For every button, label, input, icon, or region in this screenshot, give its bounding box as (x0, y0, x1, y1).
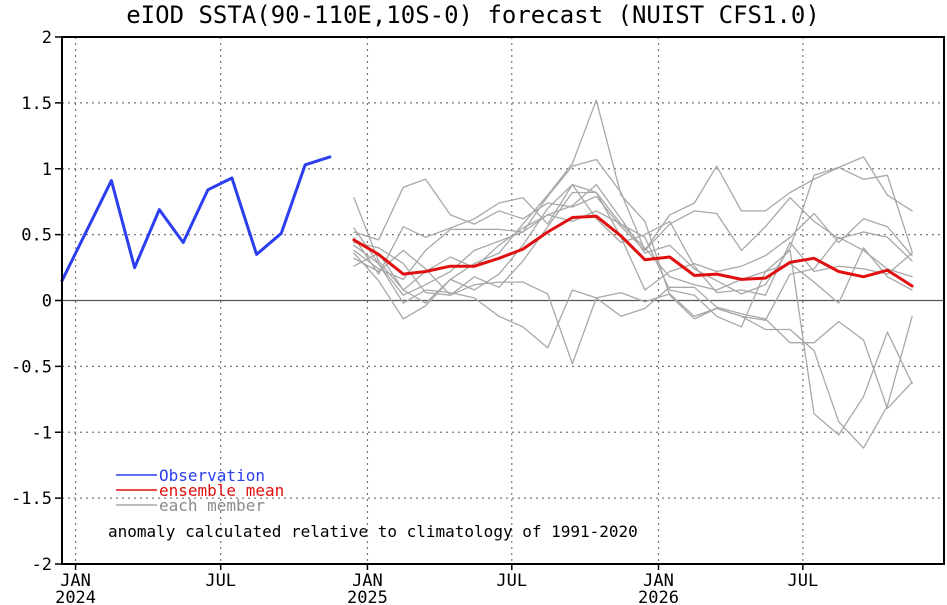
y-tick-label: 2 (42, 28, 52, 48)
y-axis-ticks: 2 1.5 1 0.5 0 -0.5 -1 -1.5 -2 (11, 28, 62, 575)
legend-observation-label: Observation (159, 466, 265, 485)
y-tick-label: -2 (32, 555, 52, 575)
member-line-9 (353, 183, 913, 296)
legend-ensemble-mean-label: ensemble mean (159, 481, 284, 500)
y-tick-label: -1.5 (11, 489, 52, 509)
y-tick-label: -0.5 (11, 357, 52, 377)
chart-title: eIOD SSTA(90-110E,10S-0) forecast (NUIST… (126, 1, 820, 29)
y-tick-label: 1.5 (21, 94, 52, 114)
ensemble-mean-line (352, 214, 914, 288)
x-tick-month-label: JAN (60, 571, 91, 591)
y-tick-label: -1 (32, 423, 52, 443)
x-tick-month-label: JAN (352, 571, 383, 591)
member-line-8 (353, 241, 913, 410)
y-tick-label: 1 (42, 160, 52, 180)
observation-line (60, 155, 332, 283)
member-line-4 (353, 156, 913, 296)
member-line-7 (353, 191, 913, 296)
y-tick-label: 0.5 (21, 226, 52, 246)
member-line-10 (353, 210, 913, 304)
climatology-annotation: anomaly calculated relative to climatolo… (108, 522, 638, 541)
x-tick-month-label: JAN (643, 571, 674, 591)
x-tick-year-label: 2024 (55, 588, 96, 605)
x-tick-month-label: JUL (787, 571, 818, 591)
legend-each-member-label: each member (159, 496, 265, 515)
ensemble-mean-polyline (352, 214, 914, 288)
member-line-6 (353, 227, 913, 449)
y-tick-label: 0 (42, 292, 52, 312)
legend: Observation ensemble mean each member (116, 466, 284, 515)
x-tick-year-label: 2025 (347, 588, 388, 605)
observation-polyline (60, 155, 332, 283)
x-tick-year-label: 2026 (638, 588, 679, 605)
x-tick-month-label: JUL (205, 571, 236, 591)
x-tick-month-label: JUL (496, 571, 527, 591)
member-lines (353, 99, 913, 449)
member-line-5 (353, 99, 913, 321)
